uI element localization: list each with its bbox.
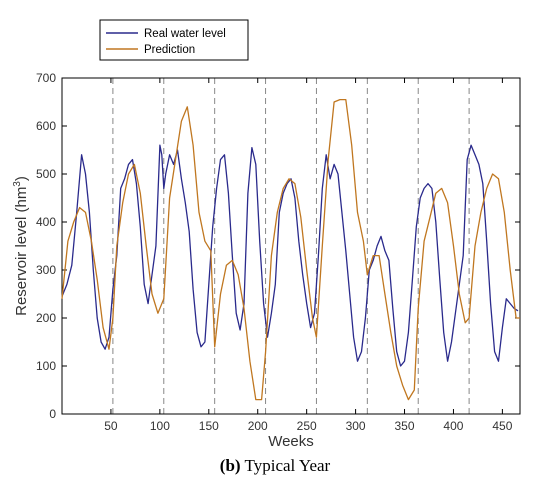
y-tick-label: 400 bbox=[36, 215, 56, 229]
y-tick-label: 0 bbox=[49, 407, 56, 421]
legend-entry-label: Real water level bbox=[144, 28, 226, 40]
axis-ticks: 50 100 150 200 250 300 350 400 450 0 100 200 300 400 5… bbox=[36, 71, 520, 433]
figure-caption: (b) Typical Year bbox=[0, 456, 550, 476]
legend-entry-label: Prediction bbox=[144, 44, 195, 56]
x-tick-label: 300 bbox=[346, 419, 366, 433]
y-tick-label: 300 bbox=[36, 263, 56, 277]
real-water-level-line bbox=[61, 144, 519, 367]
y-axis-label: Reservoir level (hm3) bbox=[12, 176, 30, 316]
x-tick-label: 450 bbox=[492, 419, 512, 433]
y-tick-label: 100 bbox=[36, 359, 56, 373]
y-axis-label-end: ) bbox=[13, 176, 30, 181]
x-tick-label: 400 bbox=[443, 419, 463, 433]
x-tick-label: 350 bbox=[395, 419, 415, 433]
y-tick-label: 200 bbox=[36, 311, 56, 325]
x-tick-label: 100 bbox=[150, 419, 170, 433]
x-tick-label: 50 bbox=[104, 419, 118, 433]
y-tick-label: 600 bbox=[36, 119, 56, 133]
y-axis-label-main: Reservoir level (hm bbox=[13, 187, 30, 316]
y-tick-label: 500 bbox=[36, 167, 56, 181]
caption-text: Typical Year bbox=[240, 456, 331, 475]
x-tick-label: 200 bbox=[248, 419, 268, 433]
x-tick-label: 250 bbox=[297, 419, 317, 433]
y-axis-label-sup: 3 bbox=[12, 181, 23, 187]
legend-box bbox=[99, 19, 249, 61]
caption-label: (b) bbox=[219, 456, 241, 475]
legend: Real water level Prediction bbox=[99, 19, 249, 61]
prediction-line bbox=[61, 98, 520, 401]
y-tick-label: 700 bbox=[36, 71, 56, 85]
reservoir-level-chart: 50 100 150 200 250 300 350 400 450 0 100 200 300 400 5… bbox=[12, 19, 521, 450]
plot-frame bbox=[61, 77, 521, 415]
series-lines bbox=[61, 98, 520, 401]
x-tick-label: 150 bbox=[199, 419, 219, 433]
x-axis-label: Weeks bbox=[268, 433, 314, 450]
